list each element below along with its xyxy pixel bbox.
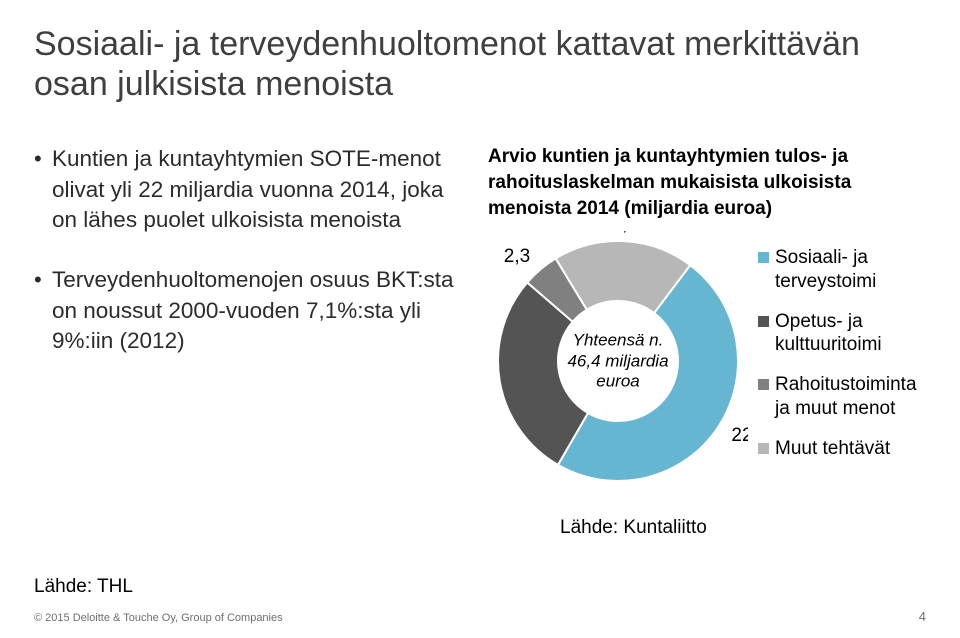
donut-value-label: 22,3 (731, 425, 748, 446)
legend-item: Rahoitustoiminta ja muut menot (758, 373, 926, 421)
legend-label: Rahoitustoiminta ja muut menot (775, 373, 926, 421)
legend-item: Sosiaali- ja terveystoimi (758, 246, 926, 294)
legend-label: Muut tehtävät (775, 437, 890, 461)
page-number: 4 (919, 609, 926, 624)
legend-swatch (758, 316, 769, 327)
chart-legend: Sosiaali- ja terveystoimi Opetus- ja kult… (758, 246, 926, 476)
legend-label: Sosiaali- ja terveystoimi (775, 246, 926, 294)
chart-wrap: 22,313,02,38,8 Yhteensä n. 46,4 miljardi… (488, 231, 926, 491)
slide: Sosiaali- ja terveydenhuoltomenot kattav… (0, 0, 960, 638)
legend-swatch (758, 379, 769, 390)
legend-label: Opetus- ja kulttuuritoimi (775, 310, 926, 358)
bullet-list: Kuntien ja kuntayhtymien SOTE-menot oliv… (34, 144, 470, 356)
donut-chart: 22,313,02,38,8 Yhteensä n. 46,4 miljardi… (488, 231, 748, 491)
slide-title: Sosiaali- ja terveydenhuoltomenot kattav… (34, 24, 894, 104)
legend-item: Opetus- ja kulttuuritoimi (758, 310, 926, 358)
donut-center-label: Yhteensä n. 46,4 miljardia euroa (566, 331, 671, 392)
legend-item: Muut tehtävät (758, 437, 926, 461)
bullet-item: Kuntien ja kuntayhtymien SOTE-menot oliv… (34, 144, 470, 235)
left-column: Kuntien ja kuntayhtymien SOTE-menot oliv… (34, 144, 470, 539)
bullet-item: Terveydenhuoltomenojen osuus BKT:sta on … (34, 265, 470, 356)
legend-swatch (758, 443, 769, 454)
legend-swatch (758, 252, 769, 263)
content-columns: Kuntien ja kuntayhtymien SOTE-menot oliv… (34, 144, 926, 539)
donut-value-label: 2,3 (504, 246, 530, 267)
footer-copyright: © 2015 Deloitte & Touche Oy, Group of Co… (34, 612, 283, 624)
donut-value-label: 8,8 (612, 231, 638, 235)
chart-title: Arvio kuntien ja kuntayhtymien tulos- ja… (488, 144, 926, 221)
chart-source: Lähde: Kuntaliitto (560, 517, 926, 539)
source-left: Lähde: THL (34, 576, 133, 598)
right-column: Arvio kuntien ja kuntayhtymien tulos- ja… (488, 144, 926, 539)
